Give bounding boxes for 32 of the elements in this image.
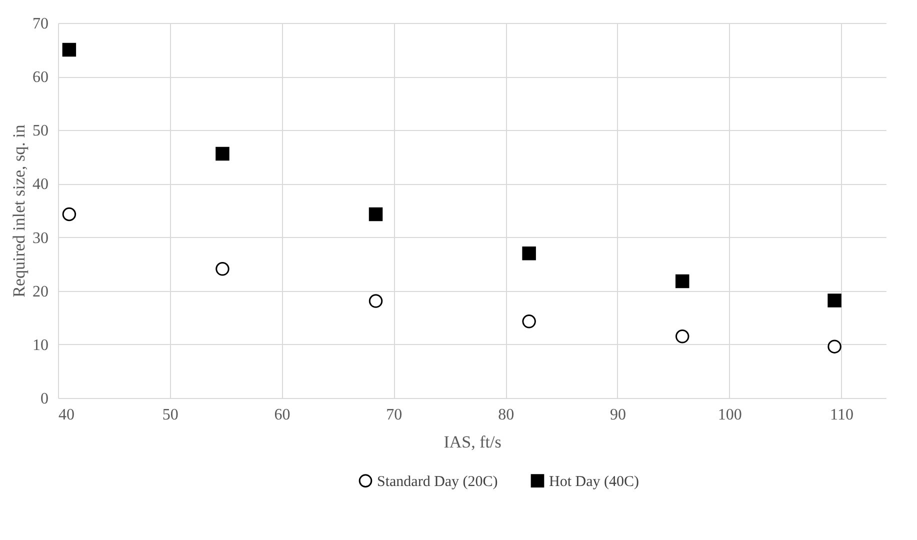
x-tick-label: 70 <box>386 406 402 424</box>
point <box>62 207 76 222</box>
point <box>522 246 536 260</box>
point <box>675 330 690 344</box>
x-tick-label: 80 <box>498 406 514 424</box>
x-tick-label: 50 <box>162 406 178 424</box>
y-tick-label: 20 <box>32 283 48 300</box>
point <box>216 146 230 161</box>
point <box>828 294 842 308</box>
point <box>216 262 230 276</box>
point <box>368 294 383 308</box>
y-tick-label: 70 <box>32 16 48 32</box>
y-tick-label: 30 <box>32 230 48 247</box>
point <box>522 314 536 328</box>
y-tick-label: 0 <box>40 390 48 408</box>
x-tick-label: 110 <box>830 406 854 424</box>
point <box>828 340 842 354</box>
y-tick-label: 50 <box>32 122 48 140</box>
legend-label: Hot Day (40C) <box>549 474 639 490</box>
y-tick-label: 40 <box>32 176 48 194</box>
x-tick-label: 40 <box>58 406 74 424</box>
legend-label: Standard Day (20C) <box>377 474 498 490</box>
point <box>368 207 383 222</box>
x-axis-title: IAS, ft/s <box>444 432 502 452</box>
point <box>62 42 76 57</box>
x-tick-label: 100 <box>718 406 742 424</box>
point <box>675 274 690 288</box>
y-tick-label: 10 <box>32 336 48 354</box>
x-tick-label: 60 <box>274 406 290 424</box>
y-tick-label: 60 <box>32 69 48 86</box>
x-tick-label: 90 <box>610 406 626 424</box>
y-axis-title: Required inlet size, sq. in <box>10 124 28 298</box>
